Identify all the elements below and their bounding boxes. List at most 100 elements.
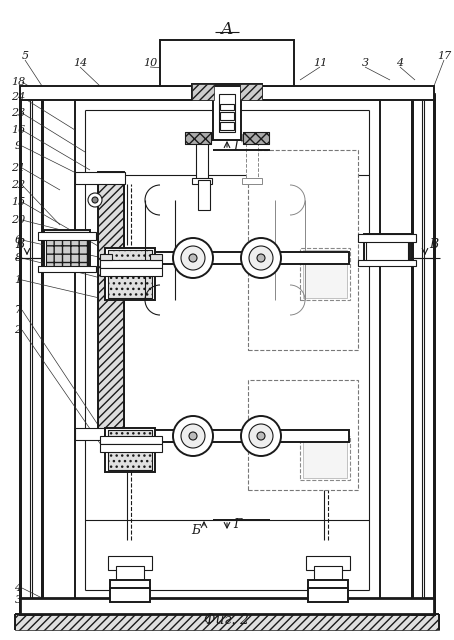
Bar bbox=[185, 132, 211, 144]
Bar bbox=[358, 234, 416, 242]
Bar bbox=[198, 180, 210, 210]
Text: 3: 3 bbox=[15, 595, 21, 605]
Bar bbox=[100, 444, 162, 452]
Text: 23: 23 bbox=[11, 108, 25, 118]
Text: 21: 21 bbox=[11, 163, 25, 173]
Bar bbox=[105, 248, 155, 300]
Bar bbox=[20, 94, 42, 614]
Bar bbox=[358, 260, 416, 266]
Bar bbox=[185, 132, 211, 144]
Text: А: А bbox=[221, 22, 233, 38]
Text: 4: 4 bbox=[396, 58, 404, 68]
Bar bbox=[243, 132, 269, 144]
Text: 18: 18 bbox=[11, 77, 25, 87]
Text: 24: 24 bbox=[11, 92, 25, 102]
Text: 3: 3 bbox=[361, 58, 369, 68]
Bar bbox=[100, 254, 112, 260]
Circle shape bbox=[173, 238, 213, 278]
Bar bbox=[192, 134, 212, 140]
Bar bbox=[366, 236, 408, 262]
Text: В: В bbox=[15, 239, 25, 252]
Bar bbox=[38, 266, 96, 272]
Text: 16: 16 bbox=[11, 125, 25, 135]
Text: 9: 9 bbox=[15, 141, 21, 151]
Bar bbox=[108, 250, 152, 298]
Text: 2: 2 bbox=[15, 325, 21, 335]
Bar bbox=[15, 614, 439, 630]
Bar bbox=[192, 178, 212, 184]
Bar bbox=[220, 112, 234, 120]
Text: 22: 22 bbox=[11, 180, 25, 190]
Circle shape bbox=[92, 197, 98, 203]
Bar bbox=[75, 428, 125, 440]
Bar bbox=[242, 178, 262, 184]
Bar bbox=[248, 150, 358, 350]
Bar bbox=[303, 438, 347, 478]
Text: 6: 6 bbox=[15, 235, 21, 245]
Bar bbox=[220, 122, 234, 130]
Text: 5: 5 bbox=[21, 51, 29, 61]
Bar bbox=[105, 252, 349, 264]
Bar bbox=[300, 436, 350, 480]
Bar bbox=[192, 84, 262, 100]
Bar bbox=[98, 172, 124, 440]
Text: Б: Б bbox=[192, 524, 201, 536]
Bar bbox=[150, 254, 162, 260]
Bar bbox=[46, 232, 88, 268]
Bar bbox=[192, 84, 214, 100]
Bar bbox=[108, 430, 152, 470]
Circle shape bbox=[257, 254, 265, 262]
Bar bbox=[412, 94, 434, 614]
Bar bbox=[105, 428, 155, 472]
Bar bbox=[105, 430, 349, 442]
Bar bbox=[38, 232, 96, 240]
Circle shape bbox=[249, 246, 273, 270]
Text: 4: 4 bbox=[15, 583, 21, 593]
Text: 1: 1 bbox=[15, 275, 21, 285]
Bar bbox=[242, 134, 262, 140]
Text: Г: Г bbox=[233, 140, 241, 152]
Circle shape bbox=[88, 193, 102, 207]
Bar bbox=[46, 232, 88, 268]
Circle shape bbox=[241, 238, 281, 278]
Circle shape bbox=[181, 246, 205, 270]
Text: 15: 15 bbox=[11, 197, 25, 207]
Circle shape bbox=[189, 254, 197, 262]
Bar bbox=[160, 40, 294, 86]
Text: 7: 7 bbox=[15, 305, 21, 315]
Bar bbox=[100, 260, 162, 268]
Text: Фиг. 2: Фиг. 2 bbox=[204, 613, 250, 627]
Bar bbox=[44, 230, 90, 270]
Bar bbox=[219, 94, 235, 132]
Bar bbox=[75, 100, 380, 600]
Text: 20: 20 bbox=[11, 215, 25, 225]
Circle shape bbox=[257, 432, 265, 440]
Bar bbox=[314, 566, 342, 584]
Bar bbox=[108, 250, 152, 298]
Bar bbox=[20, 598, 434, 614]
Text: В: В bbox=[429, 239, 439, 252]
Bar bbox=[110, 588, 150, 602]
Text: 11: 11 bbox=[313, 58, 327, 68]
Bar bbox=[308, 580, 348, 590]
Bar bbox=[100, 436, 162, 444]
Circle shape bbox=[173, 416, 213, 456]
Bar bbox=[116, 566, 144, 584]
Bar bbox=[98, 172, 124, 440]
Bar bbox=[108, 430, 152, 470]
Bar bbox=[306, 556, 350, 570]
Text: 14: 14 bbox=[73, 58, 87, 68]
Bar bbox=[213, 86, 241, 140]
Bar bbox=[20, 86, 434, 100]
Circle shape bbox=[189, 432, 197, 440]
Circle shape bbox=[181, 424, 205, 448]
Bar bbox=[108, 556, 152, 570]
Bar bbox=[240, 84, 262, 100]
Bar bbox=[246, 140, 258, 180]
Text: Г: Г bbox=[233, 518, 241, 531]
Bar bbox=[220, 104, 234, 110]
Bar bbox=[75, 172, 125, 184]
Bar bbox=[110, 580, 150, 590]
Text: 17: 17 bbox=[437, 51, 451, 61]
Text: 10: 10 bbox=[143, 58, 157, 68]
